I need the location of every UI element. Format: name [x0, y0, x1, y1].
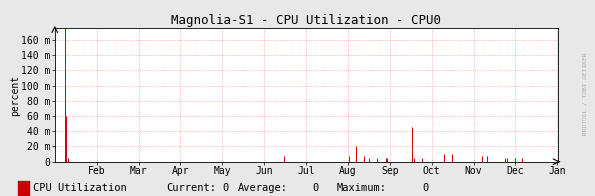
Text: Average:: Average: [238, 183, 288, 193]
Text: 0: 0 [312, 183, 318, 193]
Title: Magnolia-S1 - CPU Utilization - CPU0: Magnolia-S1 - CPU Utilization - CPU0 [171, 14, 441, 27]
Text: 0: 0 [422, 183, 428, 193]
Text: Maximum:: Maximum: [336, 183, 386, 193]
Text: RRDTOOL / TOBI OETIKER: RRDTOOL / TOBI OETIKER [583, 53, 588, 135]
Y-axis label: percent: percent [10, 74, 20, 116]
Text: CPU Utilization: CPU Utilization [33, 183, 127, 193]
Text: 0: 0 [223, 183, 229, 193]
Text: Current:: Current: [167, 183, 217, 193]
